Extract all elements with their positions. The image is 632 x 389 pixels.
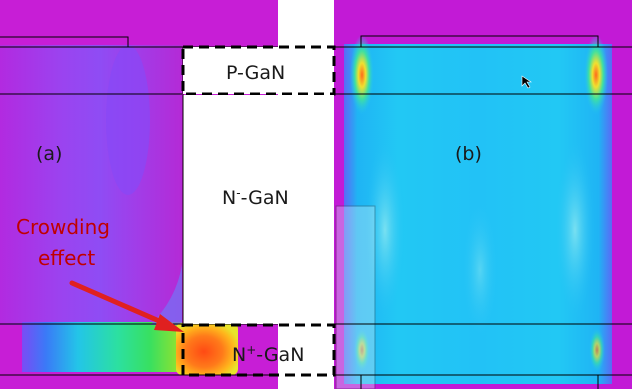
crowding-label-line1: Crowding — [16, 215, 110, 239]
n-minus-gan-suffix: -GaN — [241, 187, 289, 209]
crowding-arrow-shaft — [69, 280, 169, 327]
crowding-arrow-head — [154, 314, 184, 332]
panel-a-bottom-field — [22, 322, 182, 372]
panel-a-field-lobe — [106, 45, 150, 195]
n-minus-gan-superscript: - — [236, 186, 240, 200]
panel-a-label: (a) — [36, 143, 62, 165]
panel-a-top-outline — [0, 36, 129, 47]
n-plus-gan-base: N — [232, 344, 246, 366]
layer-outlines: P-GaN N--GaN N+-GaN — [181, 45, 336, 377]
panel-b-right-pillar-hotspot — [584, 35, 608, 115]
hot-spot-region — [176, 323, 238, 375]
n-plus-gan-superscript: + — [246, 343, 256, 357]
panel-b-label: (b) — [455, 143, 482, 165]
panel-b-left-ghost — [365, 140, 405, 320]
n-plus-gan-label: N+-GaN — [232, 343, 304, 366]
n-plus-gan-suffix: -GaN — [256, 344, 304, 366]
panel-a-corner-field — [150, 265, 182, 325]
panel-b-right-ghost — [555, 140, 595, 320]
n-minus-gan-base: N — [222, 187, 236, 209]
panel-b-left-pillar-hotspot — [350, 35, 374, 115]
n-minus-gan-label: N--GaN — [222, 186, 289, 209]
panel-b-left-bottom-hotspot — [354, 328, 370, 372]
panel-b-overlay-box — [335, 205, 376, 389]
p-gan-label: P-GaN — [226, 62, 285, 84]
crowding-label-line2: effect — [38, 246, 95, 270]
crowding-annotation: Crowding effect — [16, 215, 184, 332]
panel-b-right-bottom-hotspot — [589, 328, 605, 372]
n-minus-gan-region — [183, 95, 334, 324]
n-plus-gan-layer-outline — [181, 323, 336, 377]
panel-b: (b) — [334, 0, 632, 389]
panel-b-top-outline — [360, 35, 599, 47]
panel-b-center-ghost — [462, 200, 498, 340]
panel-a-bulk-field — [0, 45, 182, 325]
cursor-icon — [521, 75, 532, 89]
p-gan-layer-outline — [181, 45, 336, 96]
